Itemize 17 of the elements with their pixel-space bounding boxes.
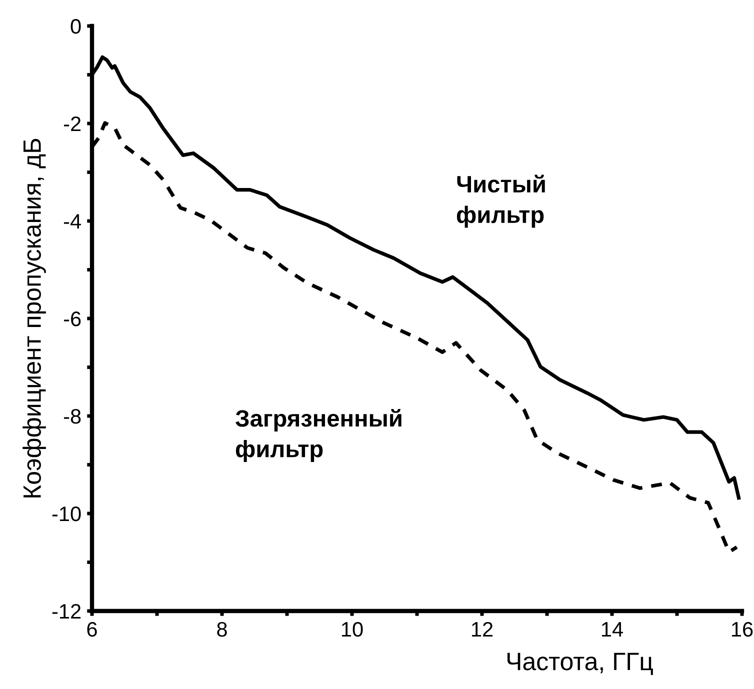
y-tick-label: -6: [64, 312, 81, 326]
x-tick-label: 12: [472, 622, 493, 637]
x-tick-label: 16: [732, 622, 753, 637]
text: Загрязненный фильтр: [236, 408, 402, 462]
y-tick-label: -10: [52, 506, 81, 522]
x-tick-label: 8: [217, 622, 227, 637]
x-tick-label: 10: [342, 622, 363, 637]
y-tick-label: -8: [64, 409, 81, 424]
y-axis-title: Коэффициент пропускания, дБ: [22, 138, 46, 498]
y-tick-label: 0: [70, 19, 81, 34]
text: Чистый фильтр: [456, 174, 545, 228]
y-tick-label: -2: [64, 116, 81, 132]
y-tick-label: -12: [52, 604, 81, 619]
y-tick-label: -4: [64, 214, 81, 229]
x-tick-label: 14: [602, 622, 623, 637]
x-tick-label: 6: [87, 622, 97, 637]
x-axis-title: Частота, ГГц: [507, 652, 653, 676]
